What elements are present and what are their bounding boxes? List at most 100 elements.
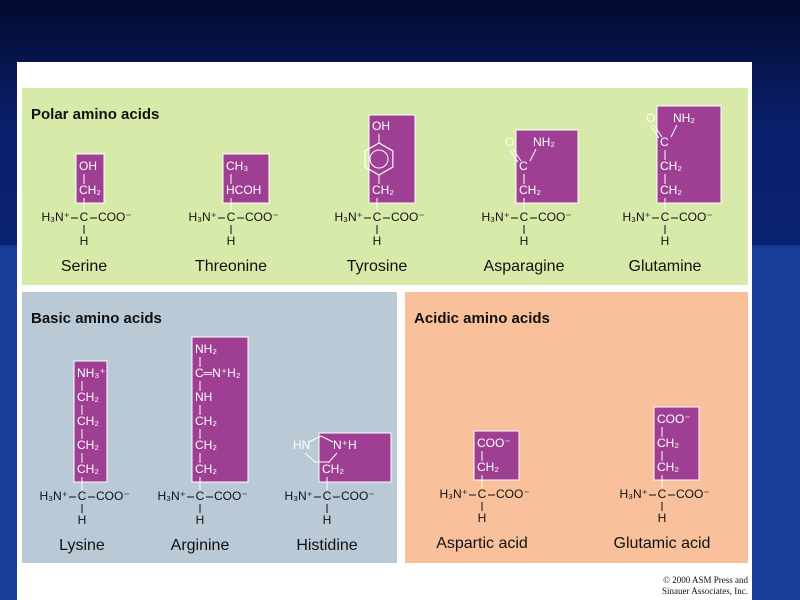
carboxyl-group: COO⁻ <box>679 210 713 224</box>
alpha-hydrogen: H <box>478 511 487 525</box>
alpha-carbon: C <box>227 210 236 224</box>
alpha-hydrogen: H <box>520 234 529 248</box>
alpha-hydrogen: H <box>658 511 667 525</box>
side-chain-group: COO⁻ <box>477 436 511 450</box>
alpha-carbon: C <box>80 210 89 224</box>
panel-title: Acidic amino acids <box>414 310 550 327</box>
alpha-hydrogen: H <box>323 513 332 527</box>
alpha-hydrogen: H <box>78 513 87 527</box>
amino-acid-name: Tyrosine <box>347 258 408 275</box>
amine-group: H₃N⁺ <box>188 210 217 224</box>
carboxyl-group: COO⁻ <box>341 489 375 503</box>
amino-acid-name: Glutamine <box>629 258 702 275</box>
alpha-hydrogen: H <box>373 234 382 248</box>
carboxyl-group: COO⁻ <box>496 487 530 501</box>
side-chain-group: CH₂ <box>195 438 217 452</box>
imidazole-ring <box>308 435 334 443</box>
side-chain-box <box>515 129 579 204</box>
side-chain-group: CH₂ <box>372 183 394 197</box>
alpha-hydrogen: H <box>196 513 205 527</box>
side-chain-box <box>75 153 105 204</box>
side-chain-group: CH₃ <box>226 159 248 173</box>
benzene-ring <box>369 149 389 169</box>
amino-acid-name: Lysine <box>59 537 105 554</box>
alpha-carbon: C <box>658 487 667 501</box>
side-chain-group: NH₃⁺ <box>77 366 106 380</box>
alpha-hydrogen: H <box>80 234 89 248</box>
side-chain-group: C <box>660 135 669 149</box>
side-chain-box <box>653 406 700 481</box>
imidazole-ring <box>304 452 338 463</box>
side-chain-box <box>656 105 722 204</box>
alpha-hydrogen: H <box>227 234 236 248</box>
bond <box>512 148 522 162</box>
carboxyl-group: COO⁻ <box>98 210 132 224</box>
alpha-carbon: C <box>196 489 205 503</box>
side-chain-group: HCOH <box>226 183 261 197</box>
side-chain-group: HN <box>293 438 310 452</box>
carboxyl-group: COO⁻ <box>391 210 425 224</box>
side-chain-group: NH <box>195 390 212 404</box>
bond <box>529 148 537 162</box>
side-chain-group: C <box>519 159 528 173</box>
side-chain-group: CH₂ <box>477 460 499 474</box>
side-chain-box <box>368 114 416 204</box>
amine-group: H₃N⁺ <box>41 210 70 224</box>
amine-group: H₃N⁺ <box>481 210 510 224</box>
side-chain-group: N⁺H <box>333 438 357 452</box>
alpha-carbon: C <box>323 489 332 503</box>
amino-acid-name: Serine <box>61 258 107 275</box>
alpha-carbon: C <box>478 487 487 501</box>
alpha-carbon: C <box>373 210 382 224</box>
side-chain-group: COO⁻ <box>657 412 691 426</box>
panel-title: Basic amino acids <box>31 310 162 327</box>
carboxyl-group: COO⁻ <box>96 489 130 503</box>
side-chain-group: NH₂ <box>533 135 555 149</box>
amino-acid-name: Asparagine <box>484 258 565 275</box>
side-chain-group: CH₂ <box>77 462 99 476</box>
side-chain-group: CH₂ <box>77 438 99 452</box>
credit-line: © 2000 ASM Press and <box>663 575 748 585</box>
carboxyl-group: COO⁻ <box>676 487 710 501</box>
carboxyl-group: COO⁻ <box>245 210 279 224</box>
side-chain-group: CH₂ <box>519 183 541 197</box>
side-chain-group: OH <box>372 119 390 133</box>
alpha-carbon: C <box>520 210 529 224</box>
alpha-carbon: C <box>661 210 670 224</box>
side-chain-group: OH <box>79 159 97 173</box>
panel-title: Polar amino acids <box>31 106 159 123</box>
side-chain-group: O <box>646 111 655 125</box>
amino-acid-name: Glutamic acid <box>614 535 711 552</box>
amine-group: H₃N⁺ <box>622 210 651 224</box>
amino-acid-name: Threonine <box>195 258 267 275</box>
side-chain-group: CH₂ <box>195 414 217 428</box>
side-chain-box <box>191 336 249 483</box>
carboxyl-group: COO⁻ <box>538 210 572 224</box>
side-chain-box <box>73 360 108 483</box>
side-chain-group: C═N⁺H₂ <box>195 366 241 380</box>
amine-group: H₃N⁺ <box>619 487 648 501</box>
bond <box>509 149 519 163</box>
carboxyl-group: COO⁻ <box>214 489 248 503</box>
side-chain-group: NH₂ <box>195 342 217 356</box>
amine-group: H₃N⁺ <box>39 489 68 503</box>
bond <box>650 125 660 139</box>
alpha-hydrogen: H <box>661 234 670 248</box>
side-chain-group: NH₂ <box>673 111 695 125</box>
amine-group: H₃N⁺ <box>439 487 468 501</box>
side-chain-group: CH₂ <box>660 159 682 173</box>
side-chain-group: CH₂ <box>657 436 679 450</box>
credit-line: Sinauer Associates, Inc. <box>662 586 748 596</box>
bond <box>653 124 663 138</box>
side-chain-group: CH₂ <box>322 462 344 476</box>
amino-acid-name: Aspartic acid <box>436 535 528 552</box>
side-chain-group: CH₂ <box>77 390 99 404</box>
amino-acid-name: Histidine <box>296 537 357 554</box>
bond <box>670 124 678 138</box>
side-chain-group: CH₂ <box>77 414 99 428</box>
amine-group: H₃N⁺ <box>334 210 363 224</box>
side-chain-group: CH₂ <box>79 183 101 197</box>
side-chain-group: CH₂ <box>657 460 679 474</box>
side-chain-group: CH₂ <box>195 462 217 476</box>
